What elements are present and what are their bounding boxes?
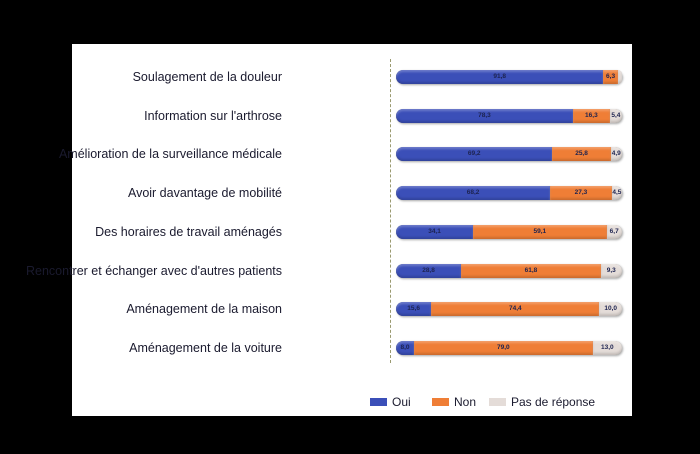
data-label: 59,1 [533,228,547,235]
data-label: 28,8 [422,267,435,274]
data-label: 4,5 [612,189,622,196]
bar-segment-pas-de-reponse [592,341,622,355]
data-label: 8,0 [400,344,410,351]
bar-track: 68,2 27,3 4,5 [396,186,622,200]
bar-track: 78,3 16,3 5,4 [396,109,622,123]
data-label: 15,6 [407,305,420,312]
bar-segment-oui [396,264,462,278]
data-label: 9,3 [606,267,616,274]
bar-segment-pas-de-reponse [611,186,622,200]
legend-label: Pas de réponse [511,395,596,409]
bar-track: 8,0 79,0 13,0 [396,341,622,355]
data-label: 13,0 [600,344,614,351]
bar-segment-oui [396,225,474,239]
legend-swatch [489,398,506,406]
bar-segment-non [414,341,593,355]
bar-segment-pas-de-reponse [600,264,622,278]
bar-track: 15,6 74,4 10,0 [396,302,622,316]
bar-track: 91,8 6,3 [396,70,622,84]
bar-track: 28,8 61,8 9,3 [396,264,622,278]
data-label: 6,7 [609,228,619,235]
bar-segment-pas-de-reponse [609,109,622,123]
bar-track: 34,1 59,1 6,7 [396,225,622,239]
data-label: 79,0 [497,344,510,351]
bar-track: 69,2 25,8 4,9 [396,147,622,161]
data-label: 16,3 [585,112,598,119]
category-label: Rencontrer et échanger avec d'autres pat… [25,264,282,278]
bar-segment-oui [396,186,551,200]
legend-swatch [432,398,449,406]
bar-segment-non [473,225,607,239]
bar-segment-non [431,302,600,316]
bar-segment-pas-de-reponse [610,147,622,161]
bar-segment-oui [396,70,604,84]
data-label: 69,2 [467,150,481,157]
axis-bracket [390,59,401,363]
bar-segment-pas-de-reponse [617,70,622,84]
bar-segment-oui [396,109,573,123]
legend-label: Non [454,395,477,409]
bar-segment-oui [396,302,432,316]
data-label: 10,0 [604,305,618,312]
data-label: 5,4 [611,112,621,119]
bar-segment-oui [396,341,415,355]
data-label: 25,8 [575,150,588,157]
data-label: 61,8 [524,267,538,274]
data-label: 27,3 [574,189,588,196]
category-label: Des horaires de travail aménagés [95,225,282,239]
data-label: 6,3 [606,73,616,80]
data-label: 34,1 [428,228,441,235]
legend-swatch [370,398,387,406]
bar-segment-pas-de-reponse [606,225,622,239]
legend-label: Oui [392,395,411,409]
bar-segment-pas-de-reponse [599,302,622,316]
legend-item: Pas de réponse [489,395,595,409]
category-label: Aménagement de la maison [126,302,282,316]
data-label: 91,8 [493,73,507,80]
category-label: Soulagement de la douleur [132,70,282,84]
bar-segment-non [603,70,618,84]
data-label: 4,9 [611,150,621,157]
data-label: 78,3 [478,112,491,119]
bar-segment-non [572,109,610,123]
bar-segment-non [550,186,612,200]
bar-segment-oui [396,147,553,161]
category-label: Aménagement de la voiture [129,341,282,355]
data-label: 68,2 [466,189,480,196]
data-label: 74,4 [508,305,522,312]
legend-item: Oui [370,395,411,409]
category-label: Amélioration de la surveillance médicale [58,147,282,161]
legend-item: Non [432,395,476,409]
category-label: Avoir davantage de mobilité [127,186,282,200]
bar-segment-non [552,147,611,161]
bar-segment-non [461,264,601,278]
chart-panel: Soulagement de la douleur 91,8 6,3 Informat… [26,44,632,416]
category-label: Information sur l'arthrose [144,109,282,123]
